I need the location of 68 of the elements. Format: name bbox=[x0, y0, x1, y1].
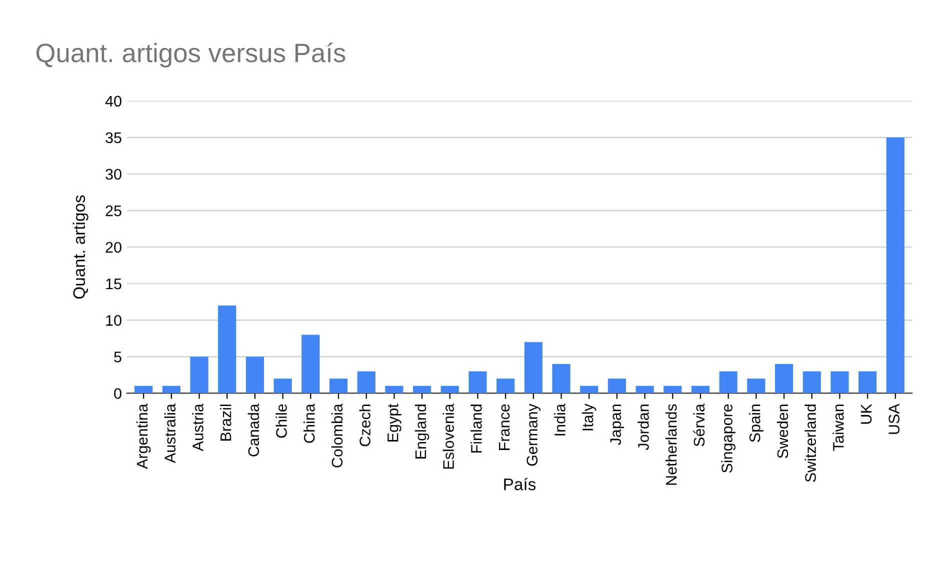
chart-title: Quant. artigos versus País bbox=[36, 42, 346, 68]
y-axis-title: Quant. artigos bbox=[72, 195, 88, 299]
y-tick-label: 5 bbox=[114, 352, 122, 362]
bar bbox=[134, 386, 153, 394]
bar bbox=[302, 334, 320, 394]
x-tick-label: Japan bbox=[610, 404, 624, 446]
bar bbox=[357, 371, 376, 394]
x-tick-label: Eslovenia bbox=[442, 404, 454, 469]
y-tick-label: 30 bbox=[106, 168, 122, 180]
x-tick-label: Italy bbox=[582, 404, 596, 430]
x-axis-title: País bbox=[504, 478, 536, 490]
x-tick-label: Brazil bbox=[220, 404, 232, 441]
y-tick-label: 15 bbox=[106, 278, 122, 290]
bar bbox=[830, 371, 849, 394]
bar bbox=[636, 386, 654, 394]
bar bbox=[774, 364, 794, 394]
bar bbox=[524, 342, 542, 394]
bar bbox=[329, 378, 348, 394]
bar bbox=[190, 356, 208, 394]
x-tick-label: Australia bbox=[164, 404, 176, 464]
y-tick-label: 20 bbox=[106, 242, 122, 253]
x-tick-label: England bbox=[414, 404, 430, 458]
y-tick-label: 35 bbox=[106, 132, 122, 144]
bar bbox=[162, 386, 180, 394]
bar bbox=[385, 386, 404, 394]
x-tick-label: Argentina bbox=[136, 404, 151, 470]
x-tick-label: Austria bbox=[192, 404, 204, 452]
y-tick-label: 40 bbox=[105, 96, 122, 107]
bar bbox=[580, 386, 598, 394]
x-tick-label: Switzerland bbox=[804, 404, 816, 482]
bar bbox=[440, 386, 459, 394]
x-tick-label: Singapore bbox=[721, 404, 736, 473]
x-tick-label: USA bbox=[888, 404, 900, 434]
x-tick-label: Netherlands bbox=[666, 404, 677, 485]
bar bbox=[747, 378, 766, 394]
bar bbox=[608, 378, 626, 394]
x-tick-label: France bbox=[499, 404, 510, 450]
bar bbox=[246, 356, 264, 394]
x-tick-label: UK bbox=[860, 404, 872, 424]
bar bbox=[886, 137, 904, 394]
x-tick-label: Sérvia bbox=[693, 404, 705, 446]
x-tick-label: Czech bbox=[359, 404, 370, 446]
x-tick-label: Canada bbox=[248, 404, 260, 456]
x-tick-label: Germany bbox=[526, 404, 541, 466]
x-tick-label: Colombia bbox=[331, 404, 343, 468]
bar bbox=[412, 386, 432, 394]
x-tick-label: India bbox=[554, 404, 566, 436]
x-tick-label: Spain bbox=[749, 404, 764, 442]
bar bbox=[719, 371, 738, 394]
bar bbox=[468, 371, 487, 394]
y-tick-label: 25 bbox=[106, 205, 122, 216]
x-tick-label: China bbox=[304, 404, 315, 443]
y-tick-label: 0 bbox=[114, 388, 122, 399]
y-tick-label: 10 bbox=[106, 315, 122, 326]
bar bbox=[802, 371, 821, 394]
x-tick-label: Taiwan bbox=[832, 404, 844, 451]
x-tick-label: Chile bbox=[276, 404, 287, 438]
bar bbox=[664, 386, 682, 394]
x-tick-label: Sweden bbox=[776, 404, 788, 458]
x-tick-label: Egypt bbox=[388, 404, 402, 442]
x-tick-label: Jordan bbox=[638, 404, 649, 450]
bar bbox=[691, 386, 710, 394]
bar bbox=[218, 306, 236, 394]
bar bbox=[274, 378, 292, 394]
bar bbox=[552, 364, 570, 394]
bar bbox=[858, 371, 877, 394]
x-tick-label: Finland bbox=[470, 404, 482, 453]
bar bbox=[496, 378, 515, 394]
